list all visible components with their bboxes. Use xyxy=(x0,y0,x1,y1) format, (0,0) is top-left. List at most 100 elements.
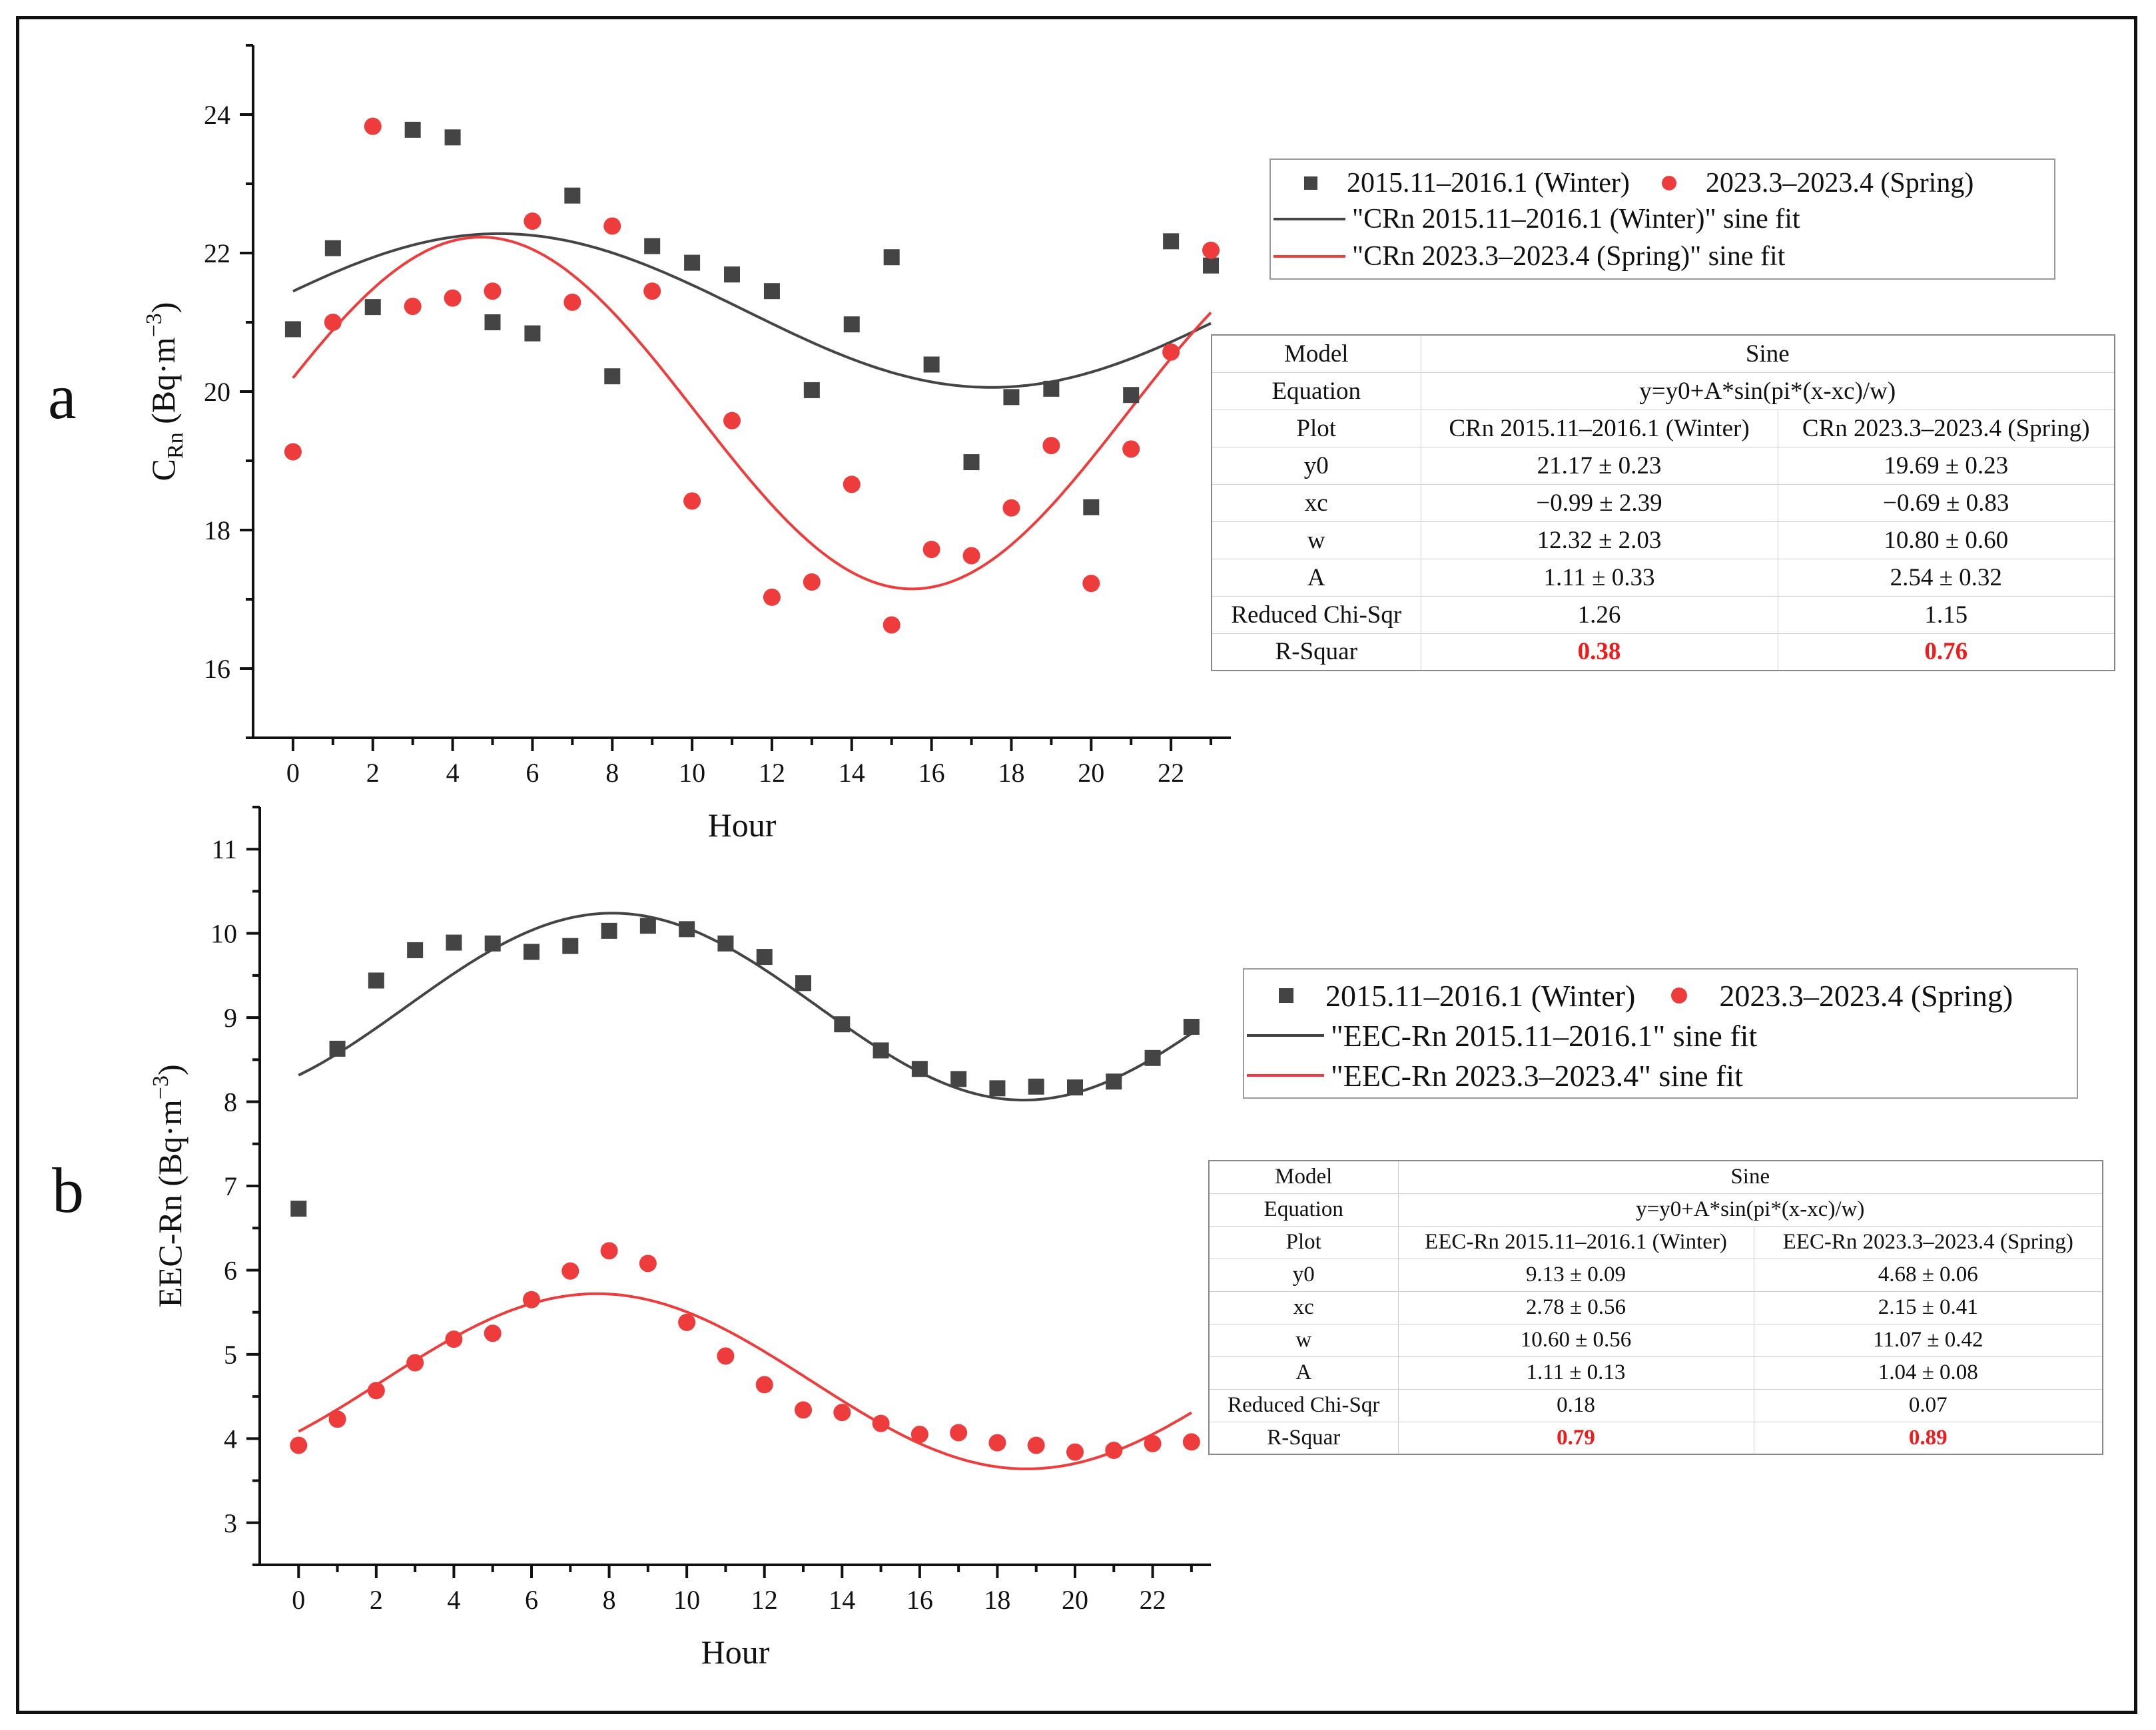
table-row: Equation y=y0+A*sin(pi*(x-xc)/w) xyxy=(1208,1193,2103,1227)
chart-b-fit-table: Model Sine Equation y=y0+A*sin(pi*(x-xc)… xyxy=(1208,1160,2104,1455)
winter-point xyxy=(290,1201,307,1217)
legend-a-winter: 2015.11–2016.1 (Winter) xyxy=(1304,167,1630,199)
x-tick-label: 18 xyxy=(984,1585,1010,1615)
table-cell: 1.11 ± 0.13 xyxy=(1397,1356,1754,1390)
x-tick-label: 6 xyxy=(526,758,539,788)
spring-point xyxy=(833,1404,851,1422)
table-row: Plot EEC-Rn 2015.11–2016.1 (Winter) EEC-… xyxy=(1208,1225,2103,1259)
chart-b-ylabel-main: EEC-Rn xyxy=(151,1195,188,1307)
winter-point xyxy=(444,129,461,146)
x-tick-label: 4 xyxy=(446,758,460,788)
spring-point xyxy=(1105,1442,1123,1460)
legend-b-winter: 2015.11–2016.1 (Winter) xyxy=(1279,978,1635,1013)
spring-point xyxy=(643,282,661,300)
spring-point xyxy=(639,1255,657,1273)
chart-a-ylabel-unit: (Bq·m xyxy=(145,337,182,432)
table-a-plot-label: Plot xyxy=(1211,409,1421,447)
chart-a-ylabel-sub: Rn xyxy=(163,432,188,459)
spring-point xyxy=(795,1401,812,1419)
winter-point xyxy=(329,1040,346,1057)
table-cell: 2.15 ± 0.41 xyxy=(1753,1291,2103,1324)
table-a-r2-label: R-Squar xyxy=(1211,633,1421,671)
figure-frame xyxy=(16,16,2137,1714)
winter-point xyxy=(1028,1078,1044,1095)
x-tick-label: 16 xyxy=(906,1585,933,1615)
spring-point xyxy=(755,1376,773,1394)
spring-point xyxy=(1144,1434,1162,1452)
legend-b-spring-fit-label: "EEC-Rn 2023.3–2023.4" sine fit xyxy=(1331,1058,1743,1093)
spring-point xyxy=(364,117,382,135)
y-tick-label: 10 xyxy=(210,919,237,949)
chart-b-ylabel: EEC-Rn (Bq·m−3) xyxy=(149,1064,188,1307)
table-cell: w xyxy=(1208,1323,1399,1357)
table-cell: 19.69 ± 0.23 xyxy=(1777,446,2115,485)
winter-point xyxy=(604,368,621,385)
chart-a-xlabel: Hour xyxy=(708,806,777,844)
table-cell: xc xyxy=(1211,483,1421,522)
y-tick-label: 18 xyxy=(204,515,230,545)
legend-a-winter-fit-line xyxy=(1273,218,1345,220)
spring-point xyxy=(523,1291,540,1308)
x-tick-label: 10 xyxy=(673,1585,700,1615)
winter-point xyxy=(601,922,617,939)
winter-point xyxy=(404,121,421,138)
y-tick-label: 11 xyxy=(211,834,237,864)
legend-circle-marker xyxy=(1671,988,1688,1004)
table-cell: 9.13 ± 0.09 xyxy=(1397,1258,1754,1292)
chart-a-fits xyxy=(292,232,1212,591)
table-row: w 10.60 ± 0.56 11.07 ± 0.42 xyxy=(1208,1323,2103,1357)
chart-b: 0 2 4 6 8 10 12 14 16 18 20 22 3 4 5 6 7 8 9 10 11 Hour EEC-… xyxy=(149,806,1211,1671)
table-cell: A xyxy=(1208,1356,1399,1390)
chart-a-ylabel-exp: −3 xyxy=(142,313,167,337)
winter-point xyxy=(756,949,773,966)
winter-point xyxy=(963,454,980,471)
spring-fit-curve xyxy=(298,1292,1192,1470)
legend-a-winter-label: 2015.11–2016.1 (Winter) xyxy=(1347,168,1630,198)
spring-point xyxy=(484,1324,502,1342)
x-tick-label: 14 xyxy=(839,758,865,788)
chart-b-ylabel-close: ) xyxy=(151,1064,188,1075)
y-tick-label: 4 xyxy=(224,1424,237,1454)
legend-b-spring-fit-line xyxy=(1247,1074,1324,1077)
spring-point xyxy=(1162,343,1180,361)
table-row: R-Squar 0.38 0.76 xyxy=(1211,633,2115,671)
chart-a-fit-table: Model Sine Equation y=y0+A*sin(pi*(x-xc)… xyxy=(1211,334,2115,671)
winter-point xyxy=(1163,233,1180,250)
table-a-equation-label: Equation xyxy=(1211,372,1421,410)
spring-point xyxy=(561,1262,579,1280)
table-b-r2-label: R-Squar xyxy=(1208,1421,1399,1455)
winter-point xyxy=(795,975,811,992)
table-cell: 2.78 ± 0.56 xyxy=(1397,1291,1754,1324)
legend-circle-marker xyxy=(1661,176,1676,190)
table-b-model-label: Model xyxy=(1208,1160,1399,1194)
spring-point xyxy=(563,293,581,311)
table-cell: y0 xyxy=(1208,1258,1399,1292)
spring-point xyxy=(404,298,422,316)
y-tick-label: 3 xyxy=(224,1508,237,1538)
table-b-r2-spring: 0.89 xyxy=(1753,1421,2103,1455)
spring-point xyxy=(922,541,940,559)
spring-point xyxy=(678,1313,696,1331)
spring-point xyxy=(1082,575,1100,593)
table-b-r2-winter: 0.79 xyxy=(1397,1421,1754,1455)
spring-point xyxy=(1002,499,1020,517)
spring-point xyxy=(683,492,701,510)
spring-point xyxy=(284,443,302,461)
winter-point xyxy=(724,266,741,283)
spring-point xyxy=(1182,1433,1200,1451)
table-row: xc 2.78 ± 0.56 2.15 ± 0.41 xyxy=(1208,1291,2103,1324)
legend-b-winter-label: 2015.11–2016.1 (Winter) xyxy=(1325,978,1636,1013)
winter-fit-curve xyxy=(292,232,1212,389)
legend-a-winter-fit-label: "CRn 2015.11–2016.1 (Winter)" sine fit xyxy=(1352,204,1800,234)
y-tick-label: 9 xyxy=(224,1003,237,1033)
table-cell: w xyxy=(1211,521,1421,559)
y-tick-label: 6 xyxy=(224,1255,237,1285)
winter-point xyxy=(1123,387,1140,404)
table-cell: 11.07 ± 0.42 xyxy=(1753,1323,2103,1357)
table-row: A 1.11 ± 0.13 1.04 ± 0.08 xyxy=(1208,1356,2103,1390)
winter-point xyxy=(923,356,940,373)
table-row: y0 9.13 ± 0.09 4.68 ± 0.06 xyxy=(1208,1258,2103,1292)
table-cell: 12.32 ± 2.03 xyxy=(1420,521,1778,559)
panel-letter-b: b xyxy=(52,1155,84,1226)
